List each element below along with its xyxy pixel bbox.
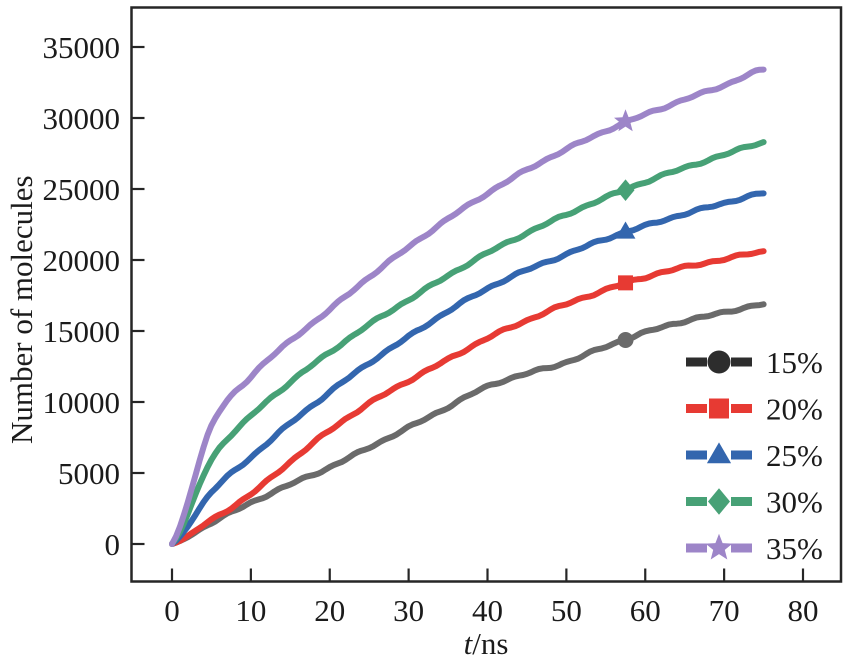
x-tick-label: 10 [235,593,266,628]
legend-dash [731,404,752,413]
y-tick-label: 35000 [43,30,121,65]
x-tick-label: 50 [551,593,582,628]
series-line-35% [169,66,767,547]
series-line-30% [169,139,767,547]
legend-label-25%: 25% [766,438,823,473]
legend-label-30%: 30% [766,485,823,520]
series-line-25% [169,190,767,547]
legend-marker-30% [708,488,730,515]
series-line-20% [169,248,767,547]
x-tick-label: 20 [314,593,345,628]
series-line-15% [169,301,767,547]
legend-marker-20% [709,398,729,419]
series-marker-25% [615,221,636,239]
legend-label-15%: 15% [766,345,823,380]
legend-dash [731,543,752,553]
x-tick-label: 80 [788,593,819,628]
x-axis-label: t/ns [386,626,586,662]
legend-dash [731,450,752,460]
series-marker-35% [614,109,638,132]
legend-dash [686,450,707,460]
legend-marker-25% [706,442,732,464]
y-tick-label: 30000 [43,101,121,136]
legend-dash [686,497,707,506]
legend-dash [686,357,707,367]
legend-dash [686,404,707,413]
y-tick-label: 25000 [43,172,121,207]
legend-dash [686,543,707,553]
y-tick-label: 5000 [58,456,120,491]
x-axis-label-symbol: t [463,626,473,661]
y-tick-label: 15000 [43,314,121,349]
legend-dash [731,497,752,506]
legend-marker-15% [707,350,731,374]
legend: 15% 20% 25% 30% 35% [686,345,823,566]
plot-frame [130,6,843,583]
series-marker-30% [616,179,635,201]
x-tick-label: 0 [164,593,180,628]
legend-label-20%: 20% [766,392,823,427]
x-tick-label: 70 [709,593,740,628]
y-tick-label: 20000 [43,243,121,278]
legend-dash [731,357,752,367]
y-axis-label: Number of molecules [4,175,39,445]
series-marker-15% [617,332,634,349]
legend-item-30%: 30% [686,485,823,520]
x-tick-label: 30 [393,593,424,628]
y-tick-label: 0 [105,527,121,562]
legend-item-15%: 15% [686,345,823,380]
legend-item-20%: 20% [686,392,823,427]
legend-label-35%: 35% [766,531,823,566]
series-marker-20% [618,275,634,291]
x-axis-label-unit: /ns [472,626,509,661]
legend-item-25%: 25% [686,438,823,473]
legend-item-35%: 35% [686,531,823,566]
legend-marker-35% [705,533,733,560]
x-tick-label: 40 [472,593,503,628]
y-tick-label: 10000 [43,385,121,420]
x-tick-label: 60 [630,593,661,628]
